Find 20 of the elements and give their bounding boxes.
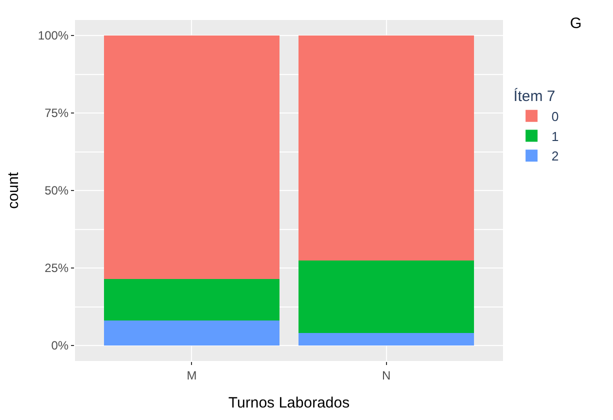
bar: [104, 278, 280, 321]
y-axis-title: count: [5, 171, 22, 209]
y-tick-label: 50%: [44, 184, 69, 198]
legend-label: 2: [552, 148, 559, 164]
legend-title: Ítem 7: [514, 86, 556, 105]
text: G: [570, 15, 582, 32]
legend-label: 1: [552, 128, 559, 144]
bar: [298, 260, 474, 334]
x-axis-title: Turnos Laborados: [228, 394, 350, 412]
y-tick-label: 100%: [38, 28, 69, 43]
y-tick-label: 0%: [51, 338, 69, 353]
x-tick-label: N: [382, 368, 391, 382]
legend-label: 0: [552, 108, 559, 124]
y-tick-label: 75%: [44, 106, 69, 120]
bar: [298, 36, 474, 260]
bar: [298, 333, 474, 346]
bar: [104, 320, 280, 346]
bar: [104, 36, 280, 279]
y-tick-label: 25%: [44, 261, 69, 276]
x-tick-label: M: [186, 368, 197, 382]
